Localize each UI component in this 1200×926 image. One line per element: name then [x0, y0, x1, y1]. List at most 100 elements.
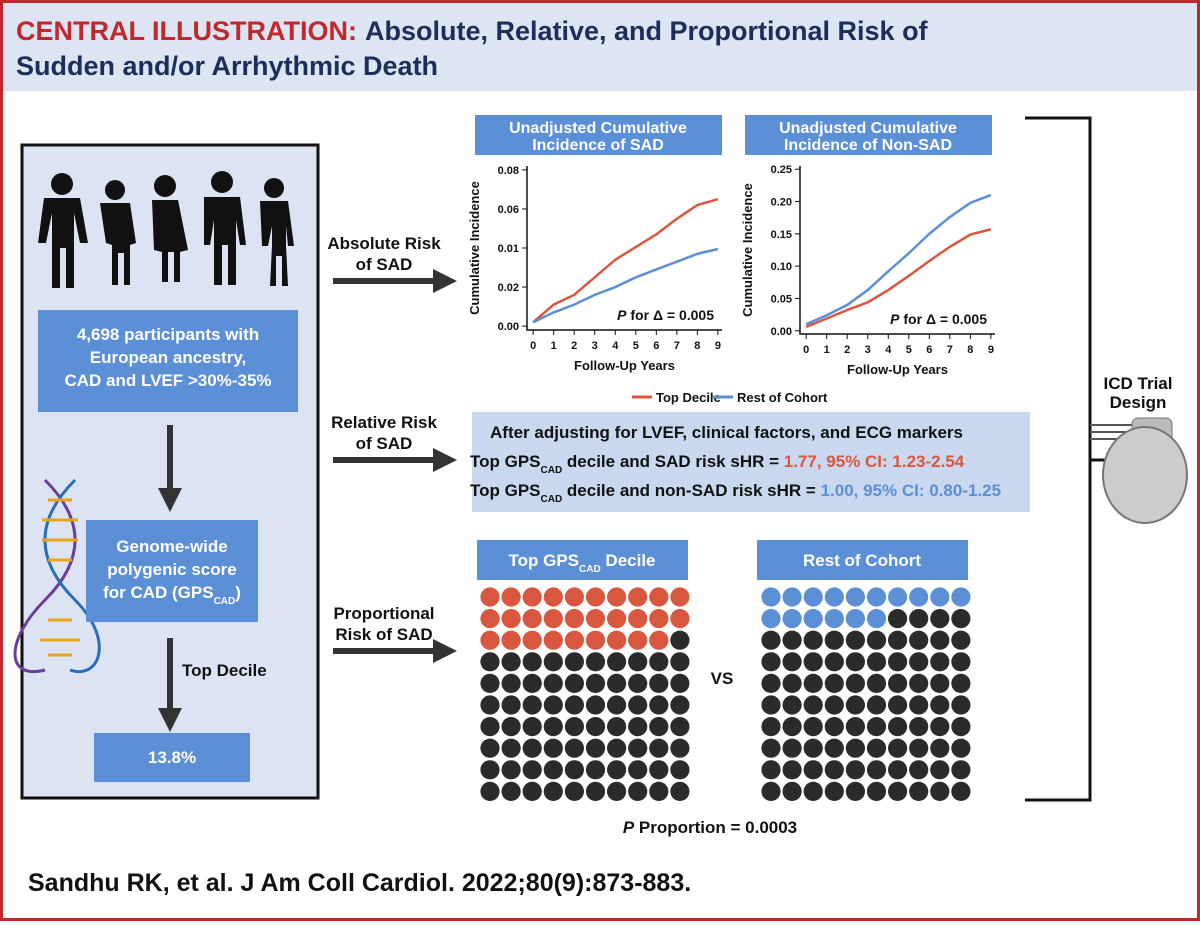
waffle-dot [607, 717, 627, 737]
waffle-dot [543, 717, 563, 737]
citation: Sandhu RK, et al. J Am Coll Cardiol. 202… [28, 869, 691, 897]
x-tick-label: 2 [844, 344, 850, 356]
waffle-dot [951, 609, 971, 629]
waffle-dot [951, 652, 971, 672]
waffle-dot [909, 652, 929, 672]
annotation: P for Δ = 0.005 [890, 311, 987, 327]
waffle-dot [888, 760, 908, 780]
waffle-dot [522, 609, 542, 629]
waffle-dot [628, 717, 648, 737]
waffle-highlighted [480, 587, 690, 650]
y-tick-label: 0.05 [771, 293, 792, 305]
waffle-dot [480, 695, 500, 715]
waffle-dot [803, 630, 823, 650]
waffle-dot [522, 717, 542, 737]
waffle-dot [888, 587, 908, 607]
result-box [94, 733, 250, 782]
waffle-dot [782, 673, 802, 694]
y-axis-label: Cumulative Incidence [740, 183, 755, 317]
waffle-dot [585, 717, 606, 737]
x-tick-label: 0 [530, 340, 536, 352]
waffle-dot [480, 630, 500, 650]
waffle-dot [585, 630, 606, 650]
waffle-title-box [757, 540, 968, 580]
text-part: P [890, 311, 900, 327]
participants-box [38, 310, 298, 412]
waffle-dot [649, 609, 669, 629]
waffle-dot [930, 738, 950, 758]
waffle-dot [803, 738, 823, 758]
waffle-dot [930, 695, 950, 715]
p-proportion: P Proportion = 0.0003 [623, 818, 797, 837]
subscript: CAD [579, 564, 601, 575]
waffle-dot [782, 587, 802, 607]
waffle-dot [761, 760, 781, 780]
relative-line: Top GPSCAD decile and SAD risk sHR = 1.7… [470, 452, 965, 476]
y-axis-label: Cumulative Incidence [467, 181, 482, 315]
series-line [805, 193, 992, 326]
waffle-dot [824, 587, 844, 607]
waffle-dot [845, 609, 866, 629]
waffle-dot [670, 717, 690, 737]
text-part: ) [235, 583, 241, 602]
participants-line: CAD and LVEF >30%-35% [64, 371, 271, 390]
relative-line: Top GPSCAD decile and non-SAD risk sHR =… [470, 481, 1001, 505]
x-tick-label: 8 [967, 344, 973, 356]
waffle-dot [951, 630, 971, 650]
y-tick-label: 0.00 [498, 321, 519, 333]
waffle-dot [803, 695, 823, 715]
waffle-dot [522, 760, 542, 780]
header-title: CENTRAL ILLUSTRATION: Absolute, Relative,… [16, 16, 929, 46]
chart-title: Unadjusted Cumulative [779, 120, 957, 137]
chart-title: Incidence of SAD [532, 137, 664, 154]
waffle-dot [480, 717, 500, 737]
waffle-dot [782, 760, 802, 780]
waffle-dot [649, 630, 669, 650]
waffle-dot [543, 673, 563, 694]
waffle-dot [607, 609, 627, 629]
waffle-dot [888, 738, 908, 758]
waffle-dot [607, 695, 627, 715]
waffle-dot [480, 587, 500, 607]
waffle-dot [824, 630, 844, 650]
waffle-title-box [477, 540, 688, 580]
waffle-dot [930, 781, 950, 802]
waffle-dot [522, 738, 542, 758]
header-label: CENTRAL ILLUSTRATION: [16, 16, 357, 46]
text-part: decile and SAD risk sHR = [562, 452, 784, 471]
x-axis-label: Follow-Up Years [847, 362, 948, 377]
waffle-dot [951, 717, 971, 737]
waffle-dot [543, 781, 563, 802]
waffle-dot [670, 652, 690, 672]
waffle-dot [845, 630, 866, 650]
x-tick-label: 0 [803, 344, 809, 356]
legend-label: Top Decile [656, 390, 721, 405]
subscript: CAD [541, 494, 563, 505]
y-tick-label: 0.15 [771, 229, 792, 241]
text-part: for Δ = 0.005 [627, 307, 715, 323]
x-tick-label: 3 [592, 340, 598, 352]
waffle-dot [951, 673, 971, 694]
score-line: for CAD (GPSCAD) [103, 583, 241, 607]
y-tick-label: 0.01 [498, 243, 519, 255]
waffle-dot [761, 738, 781, 758]
arrow-label: Risk of SAD [335, 625, 432, 644]
waffle-dot [480, 609, 500, 629]
waffle-dot [909, 695, 929, 715]
x-tick-label: 4 [885, 344, 892, 356]
waffle-dot [564, 673, 585, 694]
text-part: Top GPS [470, 481, 541, 500]
waffle-dot [909, 738, 929, 758]
waffle-dot [782, 695, 802, 715]
waffle-dot [480, 738, 500, 758]
chart-title: Incidence of Non-SAD [784, 137, 952, 154]
waffle-dot [607, 652, 627, 672]
waffle-dot [909, 717, 929, 737]
waffle-dot [628, 781, 648, 802]
waffle-dot [845, 695, 866, 715]
waffle-dot [782, 738, 802, 758]
x-tick-label: 3 [865, 344, 871, 356]
waffle-dot [564, 717, 585, 737]
text-part: P [617, 307, 627, 323]
